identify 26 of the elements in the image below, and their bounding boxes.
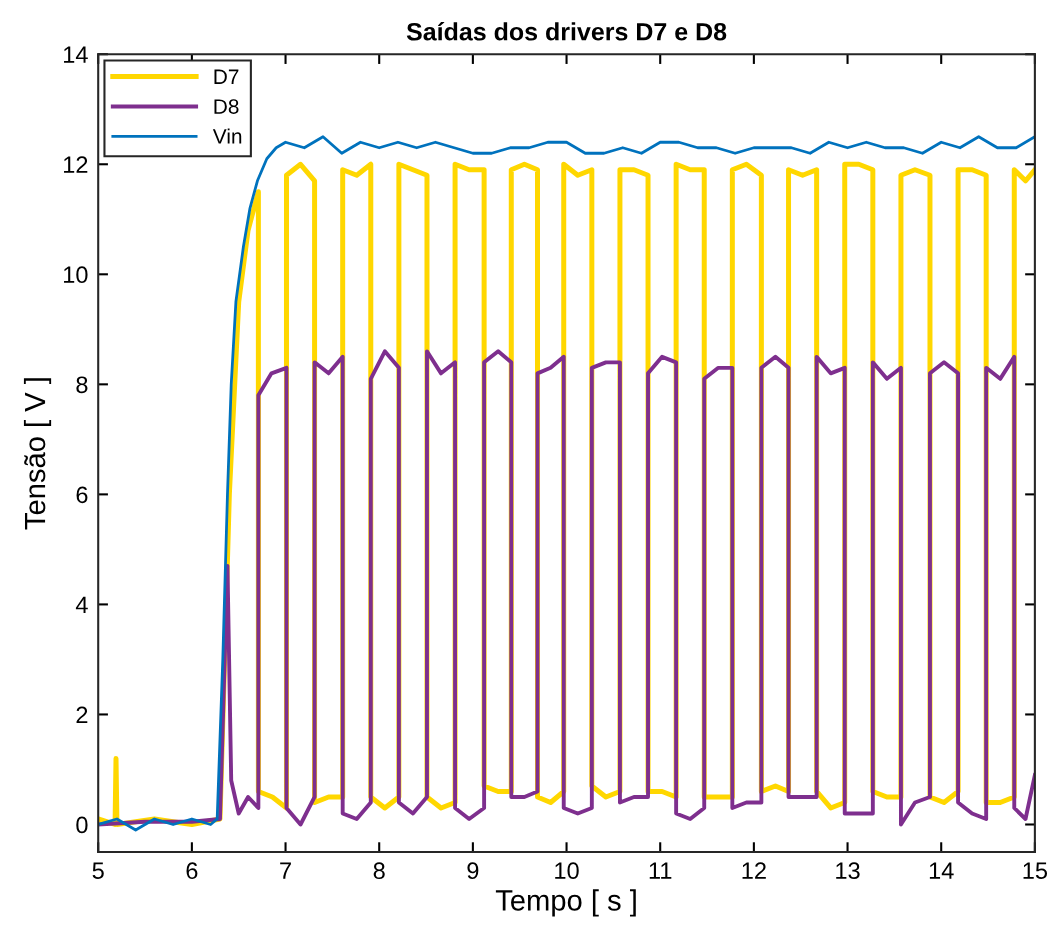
- x-tick-label: 14: [929, 862, 954, 879]
- y-tick-label: 12: [64, 156, 88, 173]
- x-tick-label: 9: [467, 862, 479, 880]
- y-tick-label: 10: [64, 266, 88, 284]
- y-tick-label: 2: [76, 706, 88, 724]
- legend-label: Vin: [212, 128, 242, 144]
- x-tick-label: 7: [280, 862, 291, 879]
- x-tick-label: 5: [92, 862, 104, 880]
- x-tick-label: 12: [742, 862, 766, 879]
- y-tick-label: 4: [75, 596, 88, 613]
- x-tick-label: 6: [186, 862, 198, 880]
- line-series: [98, 349, 1035, 827]
- y-tick-label: 14: [64, 46, 88, 63]
- x-axis-title: Tempo [ s ]: [495, 889, 636, 917]
- chart-title: Saídas dos drivers D7 e D8: [406, 22, 727, 41]
- y-tick-label: 8: [76, 376, 88, 394]
- y-tick-label: 0: [76, 816, 88, 834]
- x-tick-label: 13: [836, 862, 860, 880]
- x-tick-label: 15: [1023, 862, 1048, 880]
- legend-label: D8: [214, 99, 239, 114]
- x-tick-label: 10: [555, 862, 579, 880]
- legend-label: D7: [214, 69, 239, 84]
- y-axis-title: Tensão [ V ]: [23, 378, 52, 530]
- x-tick-label: 11: [649, 862, 672, 879]
- x-tick-label: 8: [373, 862, 385, 880]
- y-tick-label: 6: [76, 486, 88, 504]
